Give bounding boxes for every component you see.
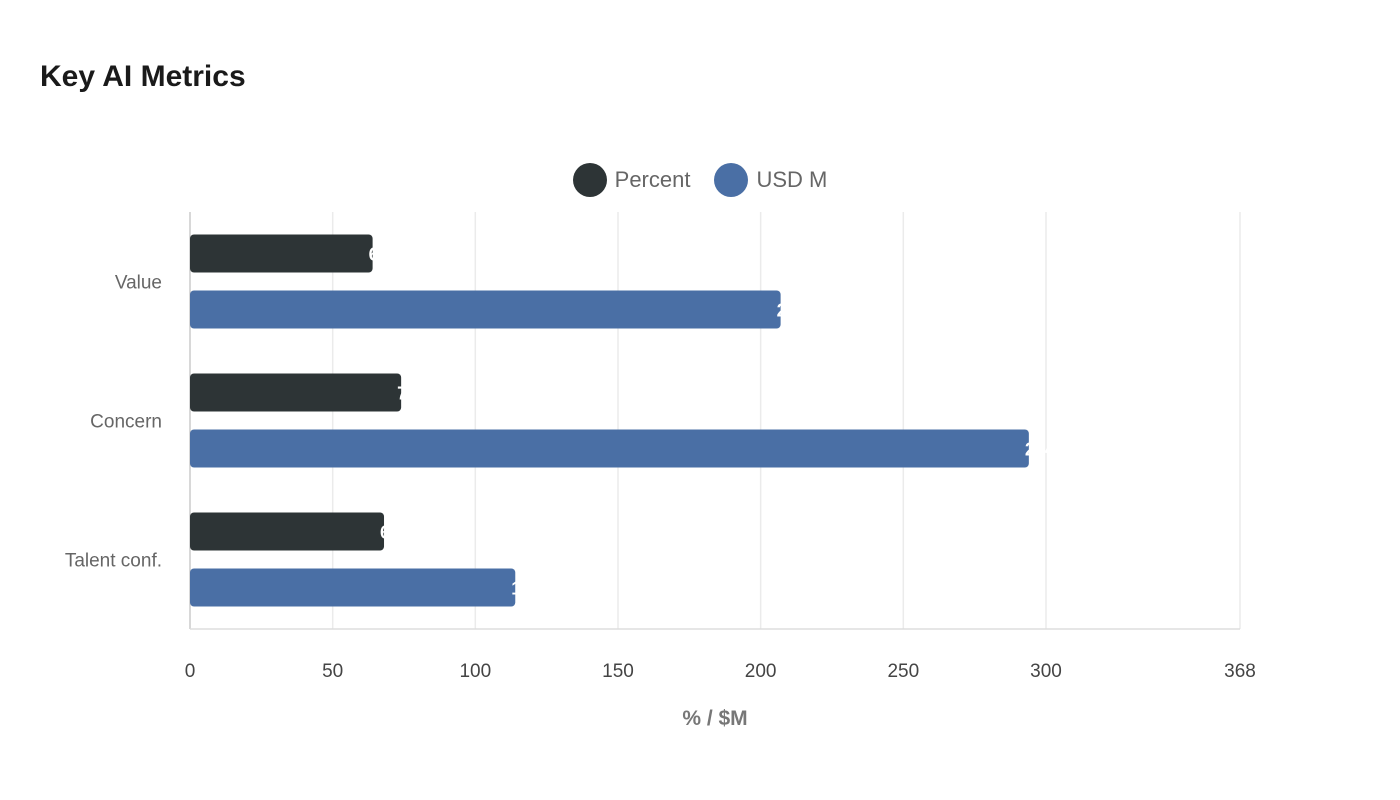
legend-label: USD M	[756, 167, 828, 192]
category-label: Talent conf.	[65, 551, 162, 572]
bar-usd-m	[190, 290, 781, 329]
legend-item[interactable]: Percent	[572, 163, 691, 197]
data-label: 68	[380, 523, 400, 543]
data-label: 64	[369, 245, 389, 265]
legend-swatch	[572, 163, 607, 197]
x-tick-label: 100	[459, 661, 491, 682]
x-tick-label: 200	[745, 661, 777, 682]
bar-usd-m	[190, 568, 516, 607]
legend-swatch	[714, 163, 749, 197]
x-tick-label: 300	[1030, 661, 1062, 682]
legend-item[interactable]: USD M	[714, 163, 827, 197]
x-tick-label: 150	[602, 661, 634, 682]
bar-usd-m	[190, 429, 1029, 468]
x-axis-title: % / $M	[682, 707, 747, 730]
x-tick-label: 0	[185, 661, 196, 682]
x-tick-label: 250	[887, 661, 919, 682]
x-tick-label: 50	[322, 661, 343, 682]
x-tick-label: 368	[1224, 661, 1256, 682]
legend: Percent USD M	[0, 163, 1400, 197]
category-label: Value	[115, 273, 162, 294]
bar-percent	[190, 234, 373, 273]
data-label: 207	[777, 301, 807, 321]
data-label: 294	[1025, 440, 1055, 460]
chart-title: Key AI Metrics	[40, 60, 246, 93]
bar-percent	[190, 512, 385, 551]
bar-percent	[190, 373, 402, 412]
data-label: 74	[397, 384, 417, 404]
category-label: Concern	[90, 412, 162, 433]
data-label: 114	[511, 579, 540, 599]
legend-label: Percent	[614, 167, 691, 192]
